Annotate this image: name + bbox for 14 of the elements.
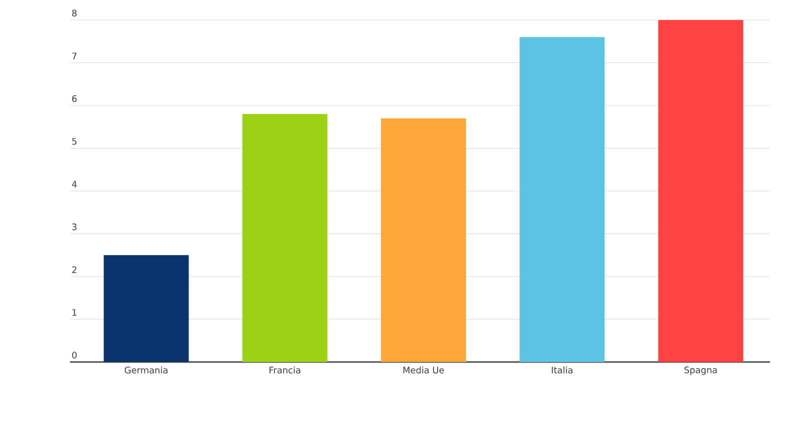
y-tick-label: 4 — [72, 180, 77, 188]
y-tick-label: 8 — [72, 10, 77, 16]
x-tick-label: Francia — [270, 366, 300, 374]
y-tick-label: 7 — [72, 52, 76, 60]
y-tick-label: 3 — [72, 223, 77, 230]
x-tick-label: Germania — [124, 366, 168, 374]
y-tick-label: 6 — [72, 95, 77, 102]
x-tick-label: Spagna — [684, 366, 717, 376]
x-tick-label: Media Ue — [403, 366, 444, 374]
y-tick-label: 2 — [72, 266, 76, 273]
y-tick-label: 5 — [72, 138, 76, 145]
y-tick-label: 1 — [72, 309, 76, 316]
y-tick-label: 0 — [72, 352, 77, 358]
x-tick-label: Italia — [552, 366, 572, 374]
